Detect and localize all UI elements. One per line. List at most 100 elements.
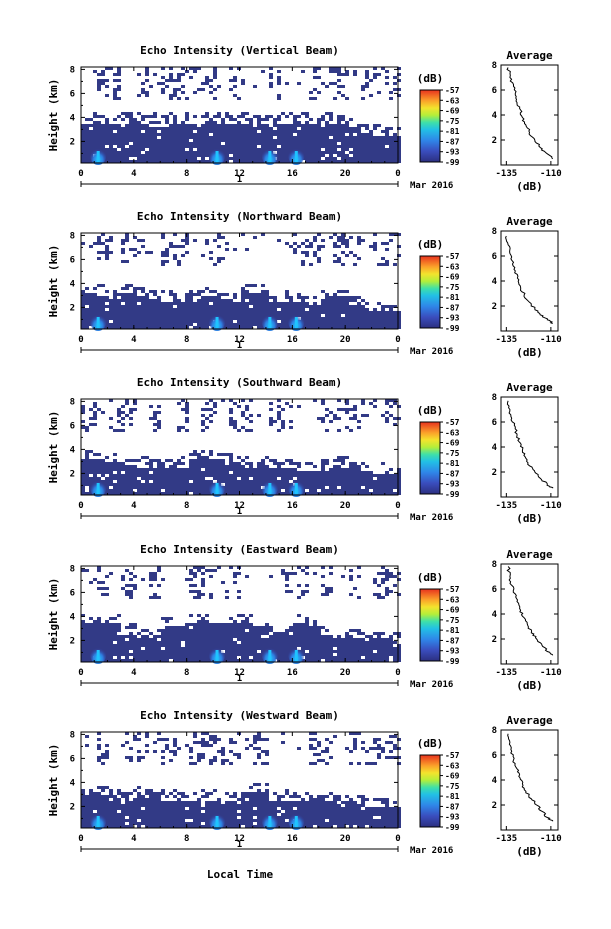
- echo-cell: [85, 148, 89, 151]
- echo-cell: [145, 647, 149, 650]
- echo-cell: [373, 638, 377, 641]
- echo-cell: [105, 819, 109, 822]
- echo-cell: [121, 462, 125, 465]
- echo-cell: [205, 408, 209, 411]
- echo-cell: [281, 638, 285, 641]
- echo-cell: [333, 97, 337, 100]
- echo-cell: [225, 142, 229, 145]
- echo-cell: [265, 302, 269, 305]
- echo-cell: [321, 489, 325, 492]
- echo-cell: [345, 296, 349, 299]
- echo-cell: [141, 314, 145, 317]
- echo-cell: [105, 127, 109, 130]
- echo-cell: [353, 405, 357, 408]
- echo-cell: [81, 659, 85, 662]
- echo-cell: [97, 620, 101, 623]
- echo-cell: [145, 296, 149, 299]
- echo-cell: [81, 789, 85, 792]
- echo-cell: [229, 453, 233, 456]
- echo-cell: [217, 112, 221, 115]
- echo-cell: [257, 323, 261, 326]
- echo-cell: [241, 656, 245, 659]
- echo-cell: [189, 459, 193, 462]
- echo-cell: [149, 653, 153, 656]
- echo-cell: [309, 471, 313, 474]
- echo-cell: [385, 420, 389, 423]
- echo-cell: [129, 459, 133, 462]
- echo-cell: [201, 408, 205, 411]
- echo-cell: [205, 644, 209, 647]
- echo-cell: [181, 139, 185, 142]
- echo-cell: [133, 290, 137, 293]
- echo-cell: [233, 629, 237, 632]
- echo-cell: [357, 242, 361, 245]
- echo-cell: [237, 115, 241, 118]
- echo-cell: [97, 756, 101, 759]
- echo-cell: [293, 130, 297, 133]
- echo-cell: [209, 450, 213, 453]
- echo-cell: [397, 492, 401, 495]
- echo-cell: [153, 492, 157, 495]
- echo-cell: [137, 148, 141, 151]
- echo-cell: [237, 145, 241, 148]
- echo-cell: [93, 629, 97, 632]
- echo-cell: [185, 429, 189, 432]
- echo-cell: [85, 145, 89, 148]
- echo-cell: [81, 632, 85, 635]
- echo-cell: [233, 139, 237, 142]
- echo-cell: [97, 124, 101, 127]
- echo-cell: [353, 148, 357, 151]
- echo-cell: [381, 157, 385, 160]
- echo-cell: [345, 314, 349, 317]
- echo-cell: [125, 480, 129, 483]
- echo-cell: [181, 130, 185, 133]
- echo-cell: [157, 477, 161, 480]
- echo-cell: [305, 139, 309, 142]
- echo-cell: [225, 136, 229, 139]
- echo-cell: [233, 483, 237, 486]
- echo-cell: [181, 239, 185, 242]
- echo-cell: [233, 293, 237, 296]
- echo-cell: [353, 157, 357, 160]
- echo-cell: [293, 233, 297, 236]
- echo-cell: [101, 641, 105, 644]
- echo-cell: [89, 492, 93, 495]
- echo-cell: [145, 468, 149, 471]
- echo-cell: [249, 127, 253, 130]
- echo-cell: [305, 142, 309, 145]
- echo-cell: [237, 133, 241, 136]
- echo-cell: [329, 638, 333, 641]
- echo-cell: [309, 145, 313, 148]
- echo-cell: [201, 299, 205, 302]
- echo-cell: [153, 290, 157, 293]
- echo-cell: [293, 305, 297, 308]
- echo-cell: [137, 659, 141, 662]
- echo-cell: [81, 798, 85, 801]
- echo-cell: [81, 825, 85, 828]
- echo-cell: [169, 483, 173, 486]
- echo-cell: [301, 626, 305, 629]
- echo-cell: [157, 471, 161, 474]
- strong-echo-core: [215, 650, 219, 661]
- echo-cell: [201, 620, 205, 623]
- echo-cell: [197, 623, 201, 626]
- echo-cell: [349, 593, 353, 596]
- echo-cell: [249, 399, 253, 402]
- echo-cell: [245, 308, 249, 311]
- echo-cell: [313, 88, 317, 91]
- echo-cell: [173, 118, 177, 121]
- echo-cell: [81, 486, 85, 489]
- echo-cell: [365, 483, 369, 486]
- echo-cell: [229, 148, 233, 151]
- echo-cell: [237, 468, 241, 471]
- echo-cell: [269, 417, 273, 420]
- echo-cell: [121, 323, 125, 326]
- echo-cell: [349, 629, 353, 632]
- echo-cell: [285, 160, 289, 163]
- average-y-tick-label: 8: [492, 560, 497, 570]
- echo-cell: [113, 290, 117, 293]
- echo-cell: [229, 302, 233, 305]
- echo-cell: [349, 489, 353, 492]
- echo-cell: [381, 632, 385, 635]
- echo-cell: [197, 632, 201, 635]
